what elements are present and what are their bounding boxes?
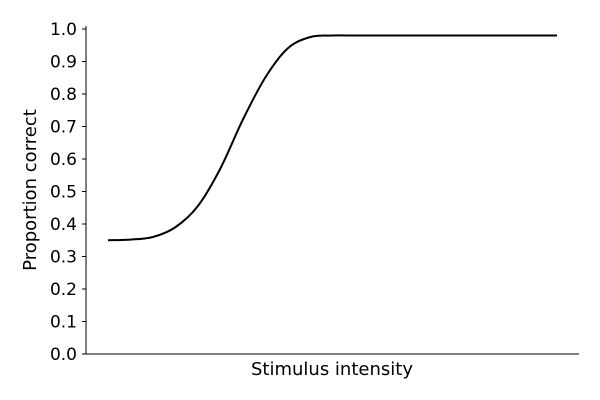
y-tick-label: 0.5 bbox=[50, 183, 77, 203]
y-axis-label: Proportion correct bbox=[20, 109, 41, 271]
y-tick-label: 0.9 bbox=[50, 53, 77, 73]
x-axis-label: Stimulus intensity bbox=[251, 359, 413, 380]
series-layer bbox=[107, 34, 557, 242]
y-tick-label: 0.0 bbox=[50, 345, 77, 365]
y-tick-label: 0.2 bbox=[50, 280, 77, 300]
y-tick-label: 0.7 bbox=[50, 118, 77, 138]
y-tick-label: 1.0 bbox=[50, 20, 77, 40]
y-axis-ticks: 0.0 0.1 0.2 0.3 0.4 0.5 0.6 0.7 0.8 0.9 1.0 bbox=[50, 20, 86, 365]
y-tick-label: 0.4 bbox=[50, 215, 77, 235]
y-tick-label: 0.3 bbox=[50, 248, 77, 268]
y-tick-label: 0.1 bbox=[50, 313, 77, 333]
y-tick-label: 0.8 bbox=[50, 85, 77, 105]
y-tick-label: 0.6 bbox=[50, 150, 77, 170]
series-line bbox=[107, 34, 557, 242]
